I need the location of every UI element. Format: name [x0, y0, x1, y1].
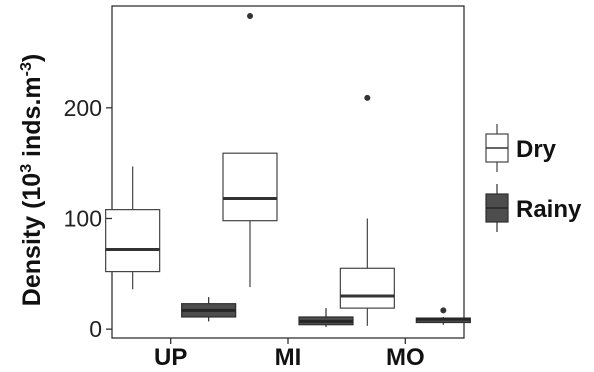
box-body	[222, 152, 278, 222]
outlier-point	[364, 94, 371, 101]
box-rainy-mo	[415, 307, 471, 325]
box-body	[105, 209, 161, 273]
x-axis: UP MI MO	[154, 338, 425, 371]
y-tick-label: 100	[64, 205, 102, 231]
outlier-point	[247, 12, 253, 19]
x-tick-label: MI	[275, 344, 302, 371]
x-tick-label: UP	[154, 344, 187, 371]
legend-item-rainy: Rainy	[485, 184, 582, 232]
box-dry-up	[105, 166, 161, 290]
legend-label: Dry	[516, 136, 557, 163]
box-dry-mo	[339, 94, 395, 326]
box-rainy-up	[181, 297, 237, 322]
legend: Dry Rainy	[485, 124, 582, 232]
y-tick-label: 200	[64, 95, 102, 121]
plot-panel	[111, 5, 465, 339]
box-body	[339, 267, 395, 309]
legend-label: Rainy	[516, 196, 582, 223]
y-axis: 0 100 200	[64, 95, 112, 342]
legend-item-dry: Dry	[485, 124, 557, 172]
x-tick-label: MO	[386, 344, 425, 371]
box-layer	[105, 12, 471, 327]
box-dry-mi	[222, 12, 278, 288]
outlier-point	[440, 307, 447, 314]
y-tick-label: 0	[89, 316, 102, 342]
box-rainy-mi	[298, 308, 354, 327]
y-axis-title: Density (103 inds.m-3)	[18, 54, 46, 306]
